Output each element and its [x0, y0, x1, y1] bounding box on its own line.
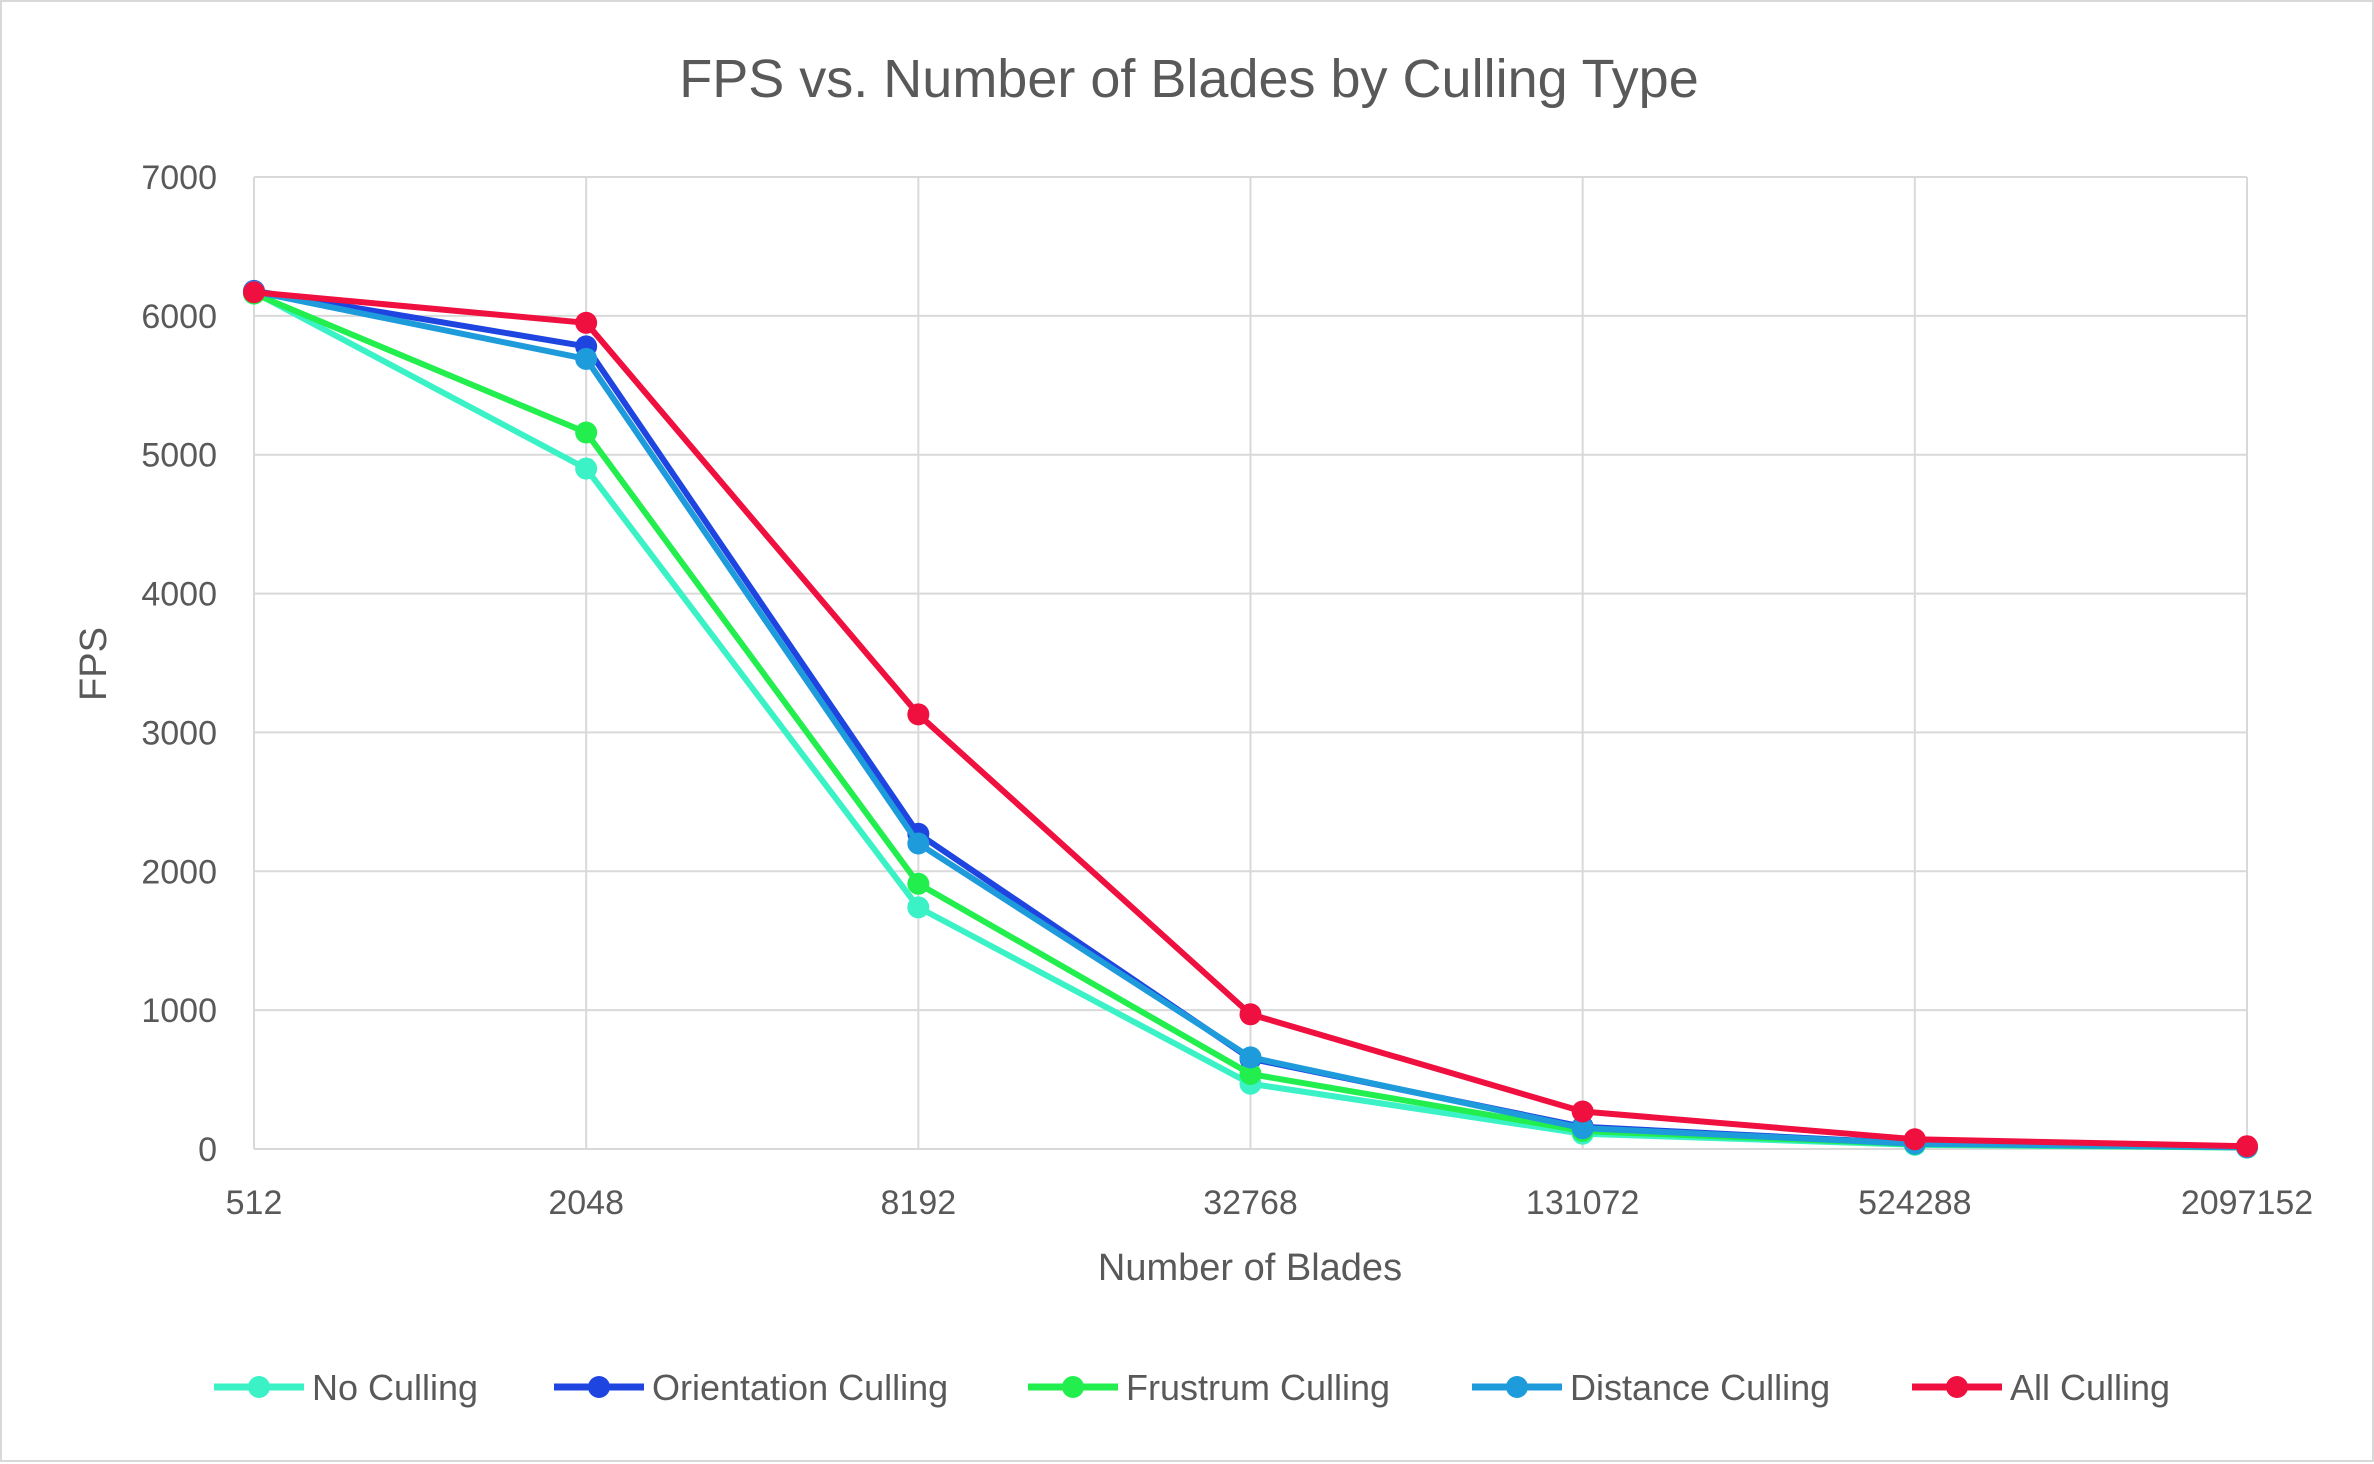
data-point [575, 311, 598, 334]
data-point [1903, 1128, 1926, 1151]
y-tick-label: 7000 [141, 159, 217, 197]
data-point [907, 832, 930, 855]
x-axis-title: Number of Blades [1098, 1247, 1402, 1289]
y-tick-label: 0 [198, 1131, 217, 1169]
legend-marker [1062, 1376, 1084, 1398]
data-point [1571, 1117, 1594, 1140]
legend-marker [1506, 1376, 1528, 1398]
data-point [1571, 1100, 1594, 1123]
y-tick-label: 6000 [141, 298, 217, 336]
y-tick-label: 1000 [141, 992, 217, 1030]
y-tick-label: 3000 [141, 714, 217, 752]
data-point [575, 421, 598, 444]
legend: No Culling Orientation Culling Frustrum Cu… [214, 1367, 2170, 1408]
data-point [243, 281, 265, 304]
data-point [575, 457, 598, 480]
gridlines [253, 176, 2248, 1150]
legend-marker [588, 1376, 610, 1398]
legend-item: Frustrum Culling [1028, 1367, 1390, 1408]
legend-marker [1946, 1376, 1968, 1398]
data-point [907, 896, 930, 919]
y-tick-label: 2000 [141, 853, 217, 891]
x-tick-label: 512 [226, 1184, 283, 1222]
x-tick-labels: 512 2048 8192 32768 131072 524288 2097152 [226, 1184, 2314, 1222]
y-tick-label: 5000 [141, 437, 217, 475]
legend-item: No Culling [214, 1367, 478, 1408]
series-layer [243, 279, 2258, 1159]
legend-label: Distance Culling [1570, 1367, 1830, 1408]
data-point [907, 872, 930, 895]
data-point [2236, 1135, 2258, 1158]
legend-marker [248, 1376, 270, 1398]
chart-title: FPS vs. Number of Blades by Culling Type [679, 49, 1698, 109]
legend-item: Orientation Culling [554, 1367, 948, 1408]
data-point [575, 347, 598, 370]
legend-label: Orientation Culling [652, 1367, 948, 1408]
x-tick-label: 131072 [1526, 1184, 1639, 1222]
data-point [1239, 1046, 1262, 1069]
x-tick-label: 524288 [1858, 1184, 1971, 1222]
legend-item: Distance Culling [1472, 1367, 1830, 1408]
data-point [1239, 1063, 1262, 1086]
y-tick-labels: 0 1000 2000 3000 4000 5000 6000 7000 [141, 159, 217, 1169]
y-axis-title: FPS [73, 627, 115, 701]
series-4 [243, 281, 2258, 1158]
legend-label: All Culling [2010, 1367, 2170, 1408]
legend-item: All Culling [1912, 1367, 2170, 1408]
legend-label: Frustrum Culling [1126, 1367, 1390, 1408]
x-tick-label: 2048 [548, 1184, 624, 1222]
legend-label: No Culling [312, 1367, 478, 1408]
data-point [1239, 1003, 1262, 1026]
x-tick-label: 8192 [881, 1184, 957, 1222]
x-tick-label: 2097152 [2181, 1184, 2313, 1222]
y-tick-label: 4000 [141, 576, 217, 614]
x-tick-label: 32768 [1203, 1184, 1298, 1222]
data-point [907, 703, 930, 726]
